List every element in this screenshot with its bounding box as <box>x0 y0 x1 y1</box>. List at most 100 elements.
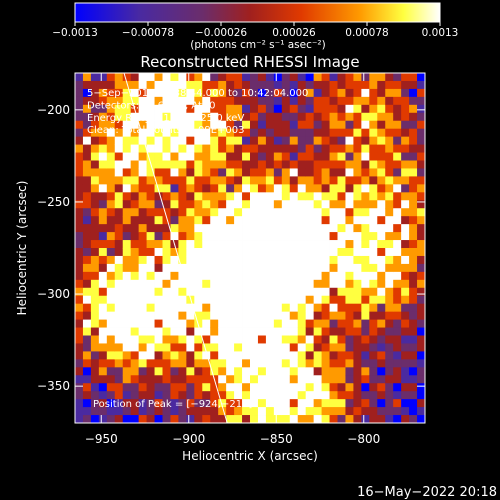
heatmap-cell <box>178 383 187 392</box>
heatmap-cell <box>353 375 362 384</box>
heatmap-cell <box>226 136 235 145</box>
heatmap-cell <box>297 216 307 225</box>
heatmap-cell <box>337 88 346 98</box>
heatmap-cell <box>138 192 147 201</box>
heatmap-cell <box>130 327 140 336</box>
heatmap-cell <box>289 192 299 201</box>
heatmap-cell <box>234 375 243 384</box>
heatmap-cell <box>289 136 299 145</box>
heatmap-cell <box>409 216 418 225</box>
heatmap-cell <box>377 128 386 138</box>
heatmap-cell <box>250 73 259 82</box>
heatmap-cell <box>82 399 92 408</box>
heatmap-cell <box>114 160 124 169</box>
heatmap-cell <box>297 144 307 153</box>
heatmap-cell <box>154 104 163 114</box>
heatmap-cell <box>218 88 227 98</box>
heatmap-cell <box>210 224 219 233</box>
heatmap-cell <box>242 184 251 193</box>
heatmap-cell <box>194 351 203 360</box>
heatmap-cell <box>114 295 124 305</box>
heatmap-cell <box>90 144 100 153</box>
heatmap-cell <box>337 192 346 201</box>
heatmap-cell <box>265 176 275 185</box>
heatmap-cell <box>401 255 410 265</box>
heatmap-cell <box>297 112 307 122</box>
heatmap-cell <box>130 287 140 297</box>
heatmap-cell <box>114 192 124 201</box>
heatmap-cell <box>154 208 163 217</box>
heatmap-cell <box>90 351 100 360</box>
heatmap-cell <box>178 255 187 265</box>
heatmap-cell <box>377 399 386 408</box>
heatmap-cell <box>162 375 171 384</box>
heatmap-cell <box>281 152 291 161</box>
heatmap-cell <box>409 73 418 82</box>
heatmap-cell <box>353 160 362 169</box>
heatmap-cell <box>289 399 299 408</box>
heatmap-cell <box>122 176 132 185</box>
heatmap-cell <box>273 232 283 241</box>
heatmap-cell <box>82 335 92 344</box>
heatmap-cell <box>321 248 330 257</box>
heatmap-cell <box>281 248 291 257</box>
heatmap-cell <box>75 287 84 297</box>
y-tick-label: −350 <box>37 379 70 393</box>
heatmap-cell <box>297 160 307 169</box>
heatmap-cell <box>218 351 227 360</box>
heatmap-cell <box>265 232 275 241</box>
heatmap-cell <box>250 208 259 217</box>
heatmap-cell <box>234 96 243 106</box>
heatmap-cell <box>321 208 330 217</box>
heatmap-cell <box>377 311 386 320</box>
heatmap-cell <box>337 208 346 217</box>
heatmap-cell <box>369 224 378 233</box>
heatmap-cell <box>202 200 211 209</box>
heatmap-cell <box>361 224 370 233</box>
heatmap-cell <box>82 88 92 98</box>
heatmap-cell <box>377 335 386 344</box>
heatmap-cell <box>138 96 147 106</box>
heatmap-cell <box>369 319 378 328</box>
heatmap-cell <box>202 128 211 138</box>
heatmap-cell <box>305 359 315 368</box>
heatmap-cell <box>281 263 291 273</box>
heatmap-cell <box>178 216 187 225</box>
heatmap-cell <box>130 144 140 153</box>
heatmap-cell <box>226 287 235 297</box>
heatmap-cell <box>170 303 179 313</box>
heatmap-cell <box>289 216 299 225</box>
heatmap-cell <box>90 208 100 217</box>
heatmap-cell <box>313 383 322 392</box>
heatmap-cell <box>345 136 354 145</box>
heatmap-cell <box>361 88 370 98</box>
heatmap-cell <box>242 383 251 392</box>
heatmap-cell <box>170 176 179 185</box>
heatmap-cell <box>234 303 243 313</box>
heatmap-cell <box>250 327 259 336</box>
heatmap-cell <box>313 96 322 106</box>
heatmap-cell <box>90 415 100 423</box>
heatmap-cell <box>369 80 378 90</box>
heatmap-cell <box>226 271 235 281</box>
heatmap-cell <box>242 399 251 408</box>
heatmap-cell <box>154 375 163 384</box>
heatmap-cell <box>138 303 147 313</box>
heatmap-cell <box>401 152 410 161</box>
heatmap-cell <box>313 367 322 376</box>
heatmap-cell <box>265 407 275 416</box>
heatmap-cell <box>146 112 155 122</box>
heatmap-cell <box>114 136 124 145</box>
heatmap-cell <box>114 343 124 352</box>
heatmap-cell <box>353 88 362 98</box>
heatmap-cell <box>218 120 227 130</box>
heatmap-cell <box>75 144 84 153</box>
heatmap-cell <box>106 208 116 217</box>
heatmap-cell <box>146 351 155 360</box>
heatmap-cell <box>289 319 299 328</box>
heatmap-cell <box>98 73 108 82</box>
heatmap-cell <box>106 73 116 82</box>
heatmap-cell <box>82 232 92 241</box>
heatmap-cell <box>345 263 354 273</box>
heatmap-cell <box>401 128 410 138</box>
